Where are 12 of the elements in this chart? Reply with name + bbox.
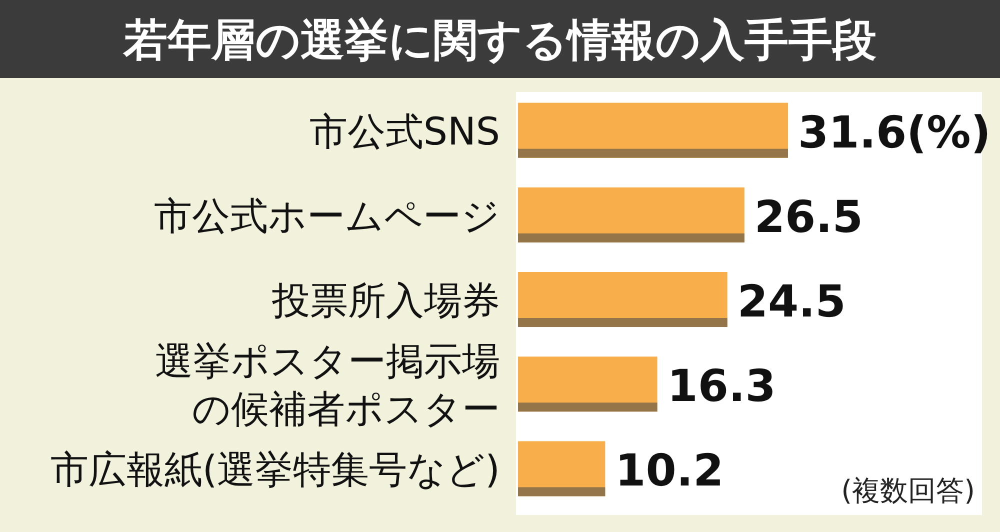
y-tick-label: 市広報紙(選挙特集号など) [50, 448, 500, 492]
text: (複数回答) [841, 474, 975, 507]
data-label: 16.3 [667, 361, 776, 412]
data-label: 31.6(%) [798, 107, 991, 158]
y-tick-label: 市公式SNS [309, 109, 500, 154]
y-tick-label: 選挙ポスター掲示場の候補者ポスター [155, 339, 500, 432]
chart-title: 若年層の選挙に関する情報の入手手段 [122, 15, 876, 66]
y-tick-label: 投票所入場券 [271, 278, 500, 322]
y-tick-label: 市公式ホームページ [154, 194, 500, 238]
data-label: 26.5 [754, 192, 863, 243]
data-label: 10.2 [615, 446, 724, 497]
data-label: 24.5 [737, 276, 846, 328]
